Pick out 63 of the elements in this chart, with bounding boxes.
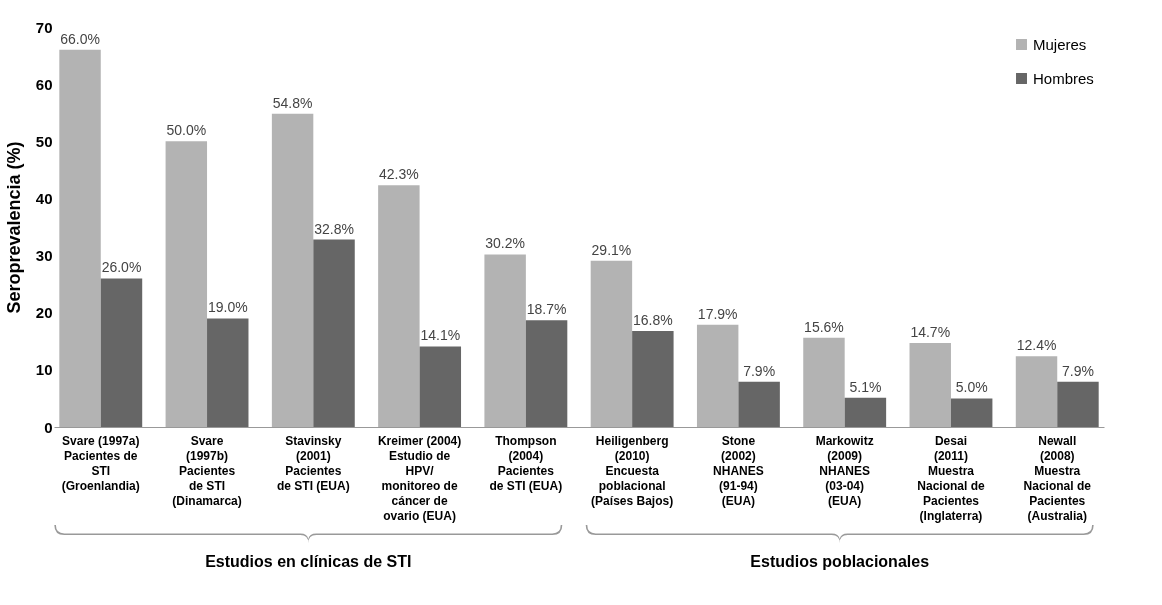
data-label: 7.9% — [743, 362, 776, 379]
y-tick-label: 50 — [35, 132, 53, 150]
bar — [100, 278, 143, 427]
bar — [590, 260, 633, 427]
data-label: 16.8% — [633, 312, 673, 328]
bar — [632, 331, 674, 427]
x-tick-label: Stone (2002) NHANES (91-94) (EUA) — [713, 433, 764, 508]
y-tick-label: 0 — [44, 418, 53, 436]
x-tick-label: Stavinsky (2001) Pacientes de STI (EUA) — [276, 433, 350, 493]
bar — [1015, 356, 1058, 427]
bar — [313, 239, 355, 427]
data-label: 12.4% — [1016, 337, 1057, 354]
data-label: 50.0% — [166, 122, 207, 139]
data-label: 66.0% — [60, 30, 100, 47]
x-tick-label: Svare (1997a) Pacientes de STI (Groenlandia) — [61, 433, 140, 493]
legend-label: Hombres — [1033, 69, 1094, 87]
x-tick-label: Newall (2008) Muestra Nacional de Pacientes (Australia) — [1023, 433, 1092, 523]
y-axis-title: Seroprevalencia (%) — [3, 141, 24, 314]
data-label: 32.8% — [314, 220, 354, 237]
data-label: 54.8% — [272, 94, 313, 111]
y-tick-label: 70 — [35, 18, 53, 36]
bar — [803, 337, 845, 427]
text: Estudios poblacionales — [750, 553, 930, 570]
data-label: 5.0% — [955, 379, 988, 396]
bar — [738, 381, 780, 427]
data-label: 19.0% — [207, 299, 248, 316]
bar — [909, 343, 951, 427]
y-tick-label: 30 — [35, 247, 53, 265]
bar — [165, 141, 208, 427]
data-label: 30.2% — [485, 235, 525, 252]
data-label: 42.3% — [379, 166, 419, 183]
bar — [696, 324, 739, 427]
y-tick-label: 20 — [35, 304, 53, 322]
x-tick-label: Svare (1997b) Pacientes de STI (Dinamarca) — [172, 433, 242, 508]
y-tick-label: 10 — [35, 361, 53, 379]
data-label: 14.7% — [910, 324, 951, 340]
x-tick-label: Markowitz (2009) NHANES (03-04) (EUA) — [815, 433, 874, 508]
bar — [950, 398, 993, 427]
x-tick-label: Kreimer (2004) Estudio de HPV/ monitoreo de cáncer de ovario (EUA) — [377, 433, 462, 523]
bar — [419, 346, 462, 427]
bar — [378, 185, 420, 427]
y-tick-label: 40 — [35, 189, 53, 207]
legend-label: Mujeres — [1033, 35, 1087, 53]
data-label: 14.1% — [420, 327, 461, 344]
bar — [271, 113, 314, 427]
bar — [484, 254, 526, 427]
bar — [844, 397, 887, 427]
y-tick-label: 60 — [35, 75, 53, 93]
x-tick-label: Heiligenberg (2010) Encuesta poblacional (Países Bajos) — [591, 433, 674, 508]
text: Estudios en clínicas de STI — [205, 553, 412, 570]
bar — [525, 320, 568, 427]
x-tick-label: Thompson (2004) Pacientes de STI (EUA) — [489, 433, 563, 493]
data-label: 29.1% — [591, 241, 632, 258]
data-label: 26.0% — [101, 259, 142, 276]
x-tick-label: Desai (2011) Muestra Nacional de Pacientes (Inglaterra) — [917, 433, 985, 523]
bar — [1057, 381, 1099, 427]
data-label: 17.9% — [697, 305, 738, 322]
data-label: 18.7% — [526, 301, 567, 318]
bar — [59, 49, 101, 427]
data-label: 5.1% — [849, 378, 882, 395]
bar — [207, 318, 249, 427]
data-label: 15.6% — [804, 318, 844, 335]
data-label: 7.9% — [1062, 362, 1094, 379]
